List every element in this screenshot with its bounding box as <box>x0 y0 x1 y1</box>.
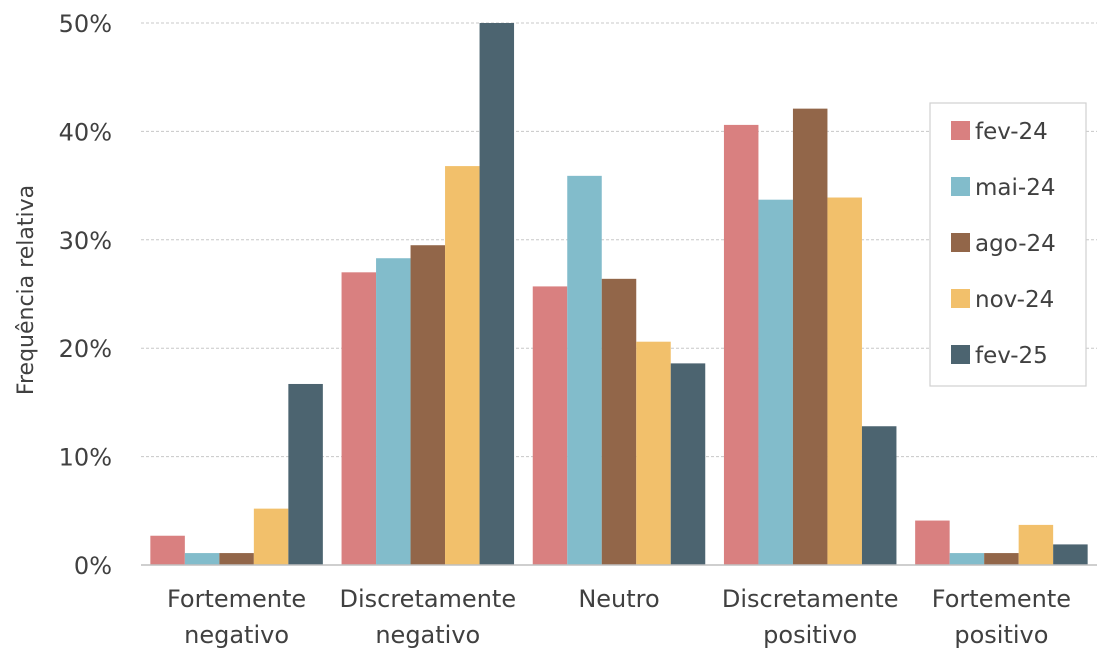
legend-label: fev-24 <box>975 119 1048 145</box>
bar <box>445 166 480 565</box>
y-axis-ticks: 0% 10% 20% 30% 40% 50% <box>59 10 112 580</box>
bar <box>984 553 1019 565</box>
bars <box>150 23 1088 566</box>
bar <box>219 553 254 565</box>
bar <box>150 535 185 565</box>
bar <box>949 553 985 565</box>
bar <box>1018 524 1054 565</box>
legend-swatch <box>951 233 970 252</box>
bar <box>253 508 289 565</box>
category-label: Neutro <box>578 585 659 613</box>
bar <box>341 272 377 565</box>
category-label: negativo <box>184 621 289 649</box>
legend-label: ago-24 <box>975 231 1056 257</box>
category-label: positivo <box>954 621 1048 649</box>
bar <box>758 199 793 565</box>
bar <box>410 245 446 565</box>
legend-label: fev-25 <box>975 343 1048 369</box>
category-label: Discretamente <box>339 585 516 613</box>
y-tick-label: 30% <box>59 227 112 255</box>
category-label: Fortemente <box>167 585 306 613</box>
bar <box>670 363 706 565</box>
bar <box>636 341 671 565</box>
y-tick-label: 0% <box>74 552 112 580</box>
y-tick-label: 40% <box>59 118 112 146</box>
bar <box>723 124 759 565</box>
bar <box>288 383 323 565</box>
legend: fev-24 mai-24 ago-24 nov-24 fev-25 <box>929 102 1087 387</box>
category-label: negativo <box>375 621 480 649</box>
bar <box>567 175 602 565</box>
bar <box>861 426 897 565</box>
bar <box>479 23 515 565</box>
bar <box>1053 544 1088 565</box>
y-tick-label: 20% <box>59 335 112 363</box>
category-label: Discretamente <box>722 585 899 613</box>
x-axis-categories: Fortemente negativo Discretamente negativo N… <box>167 585 1071 649</box>
category-label: positivo <box>763 621 857 649</box>
legend-label: mai-24 <box>975 175 1055 201</box>
legend-swatch <box>951 177 970 196</box>
bar <box>792 108 828 566</box>
legend-label: nov-24 <box>975 287 1054 313</box>
bar <box>915 520 950 565</box>
category-label: Fortemente <box>932 585 1071 613</box>
y-axis-label: Frequência relativa <box>14 185 39 395</box>
legend-swatch <box>951 121 970 140</box>
bar <box>184 553 220 565</box>
legend-swatch <box>951 289 970 308</box>
bar <box>827 197 862 566</box>
bar <box>376 258 411 565</box>
legend-swatch <box>951 345 970 364</box>
y-tick-label: 50% <box>59 10 112 38</box>
y-tick-label: 10% <box>59 444 112 472</box>
bar <box>532 286 568 565</box>
bar <box>601 278 637 565</box>
